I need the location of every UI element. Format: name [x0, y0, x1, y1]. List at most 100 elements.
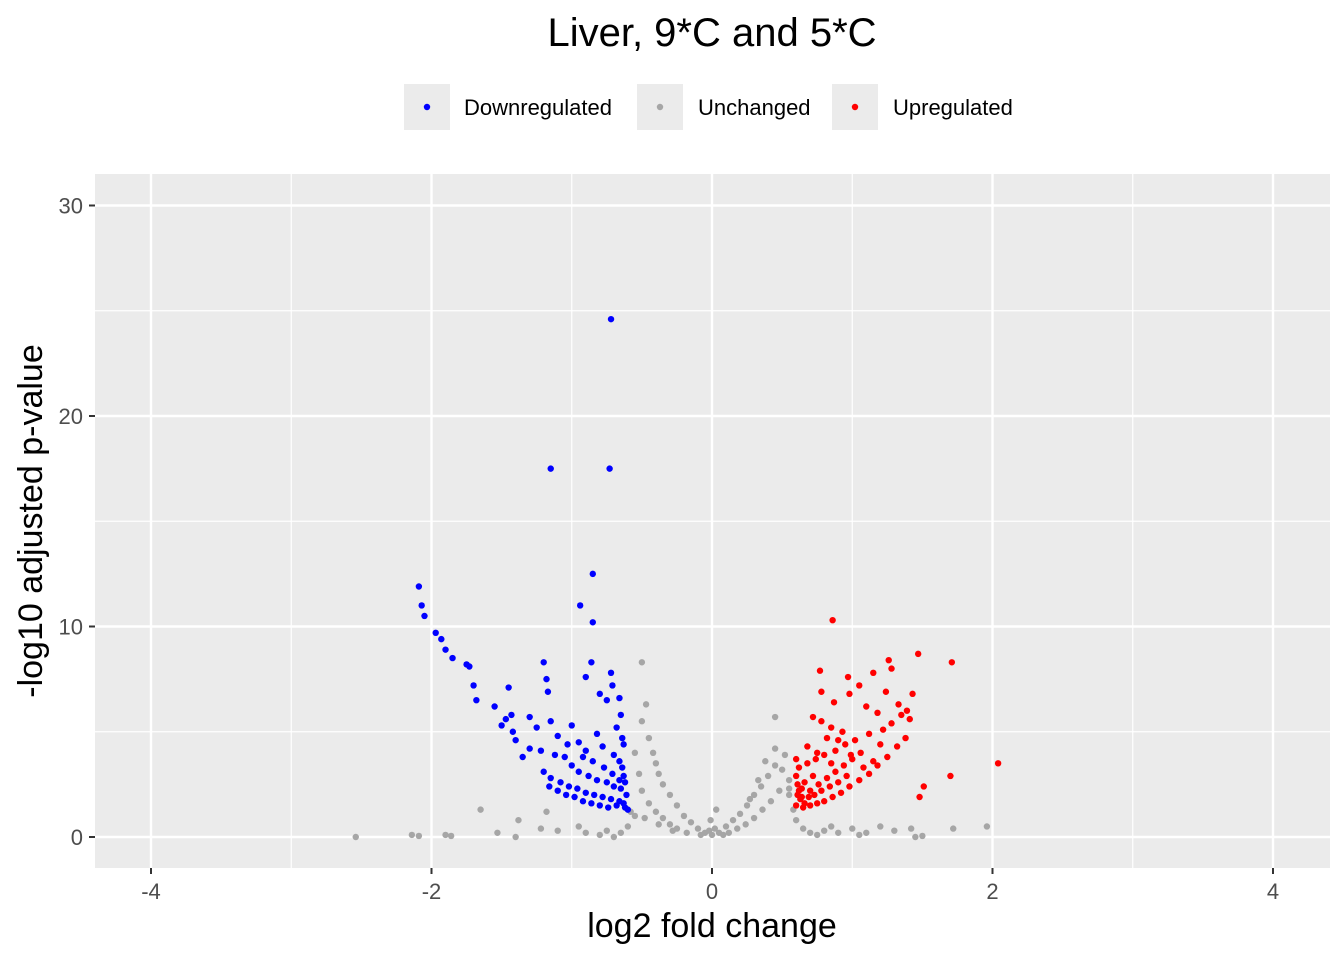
data-point [849, 825, 856, 832]
data-point [575, 823, 582, 830]
data-point [593, 776, 601, 784]
data-point [600, 764, 608, 771]
data-point [649, 749, 657, 756]
data-point [588, 659, 595, 666]
data-point [562, 791, 570, 799]
data-point [574, 785, 581, 792]
data-point [449, 654, 456, 662]
data-point [794, 791, 801, 799]
data-point [857, 749, 864, 756]
data-point [801, 779, 808, 786]
data-point [778, 766, 786, 773]
data-point [509, 728, 517, 735]
data-point [818, 718, 825, 725]
data-point [813, 800, 821, 807]
data-point [711, 825, 719, 832]
data-point [809, 713, 817, 721]
data-point [491, 703, 498, 710]
data-point [466, 663, 473, 670]
data-point [588, 800, 595, 807]
data-point [914, 650, 922, 658]
data-point [771, 745, 779, 752]
data-point [794, 781, 801, 788]
data-point [823, 734, 831, 742]
series-upregulated [792, 616, 1002, 811]
legend-label: Upregulated [893, 95, 1013, 120]
data-point [895, 701, 902, 708]
data-point [785, 785, 793, 792]
legend-item: Downregulated [404, 84, 612, 130]
y-tick-label: 10 [59, 615, 83, 640]
data-point [762, 758, 769, 765]
data-point [585, 772, 592, 780]
data-point [576, 602, 584, 609]
data-point [494, 829, 501, 836]
data-point [948, 659, 956, 666]
data-point [579, 798, 587, 805]
data-point [655, 821, 662, 828]
data-point [477, 806, 484, 813]
plot-area: -4 -2 0 2 4 0 10 20 30 [59, 174, 1330, 904]
data-point [806, 787, 814, 794]
data-point [575, 768, 582, 775]
data-point [613, 724, 620, 731]
data-point [804, 760, 811, 767]
data-point [579, 753, 587, 761]
data-point [554, 787, 561, 794]
data-point [502, 715, 510, 723]
data-point [919, 832, 926, 840]
data-point [877, 741, 884, 748]
data-point [912, 833, 919, 841]
data-point [415, 832, 423, 840]
data-point [619, 764, 626, 771]
data-point [540, 768, 547, 775]
data-point [568, 762, 575, 769]
data-point [554, 827, 561, 834]
data-point [806, 829, 814, 836]
data-point [547, 774, 554, 782]
data-point [352, 833, 359, 841]
data-point [750, 791, 758, 799]
data-point [713, 806, 720, 813]
data-point [863, 703, 870, 710]
data-point [473, 696, 480, 704]
data-point [620, 741, 627, 748]
data-point [847, 751, 855, 759]
data-point [616, 694, 623, 702]
data-point [842, 741, 849, 748]
data-point [582, 789, 589, 796]
data-point [421, 612, 428, 620]
legend-item: Upregulated [832, 84, 1013, 130]
data-point [874, 762, 881, 769]
x-axis-label: log2 fold change [587, 907, 837, 945]
data-point [816, 667, 824, 674]
data-point [603, 827, 611, 834]
data-point [734, 825, 741, 832]
data-point [757, 783, 765, 790]
data-point [792, 816, 800, 824]
data-point [950, 825, 957, 832]
data-point [551, 751, 559, 759]
data-point [835, 779, 842, 786]
data-point [568, 722, 575, 729]
data-point [846, 783, 853, 790]
legend: Downregulated Unchanged Upregulated [404, 84, 1013, 130]
data-point [616, 758, 623, 765]
data-point [617, 785, 625, 792]
data-point [828, 760, 835, 767]
data-point [829, 793, 836, 801]
data-point [813, 749, 821, 756]
data-point [725, 829, 733, 836]
chart-title: Liver, 9*C and 5*C [547, 11, 876, 55]
data-point [498, 722, 505, 729]
data-point [837, 789, 845, 796]
data-point [447, 832, 455, 840]
data-point [830, 699, 838, 706]
legend-label: Downregulated [464, 95, 612, 120]
y-tick-label: 20 [59, 404, 83, 429]
data-point [832, 768, 839, 775]
data-point [624, 806, 632, 813]
data-point [767, 798, 775, 805]
data-point [909, 690, 916, 698]
data-point [832, 747, 839, 754]
